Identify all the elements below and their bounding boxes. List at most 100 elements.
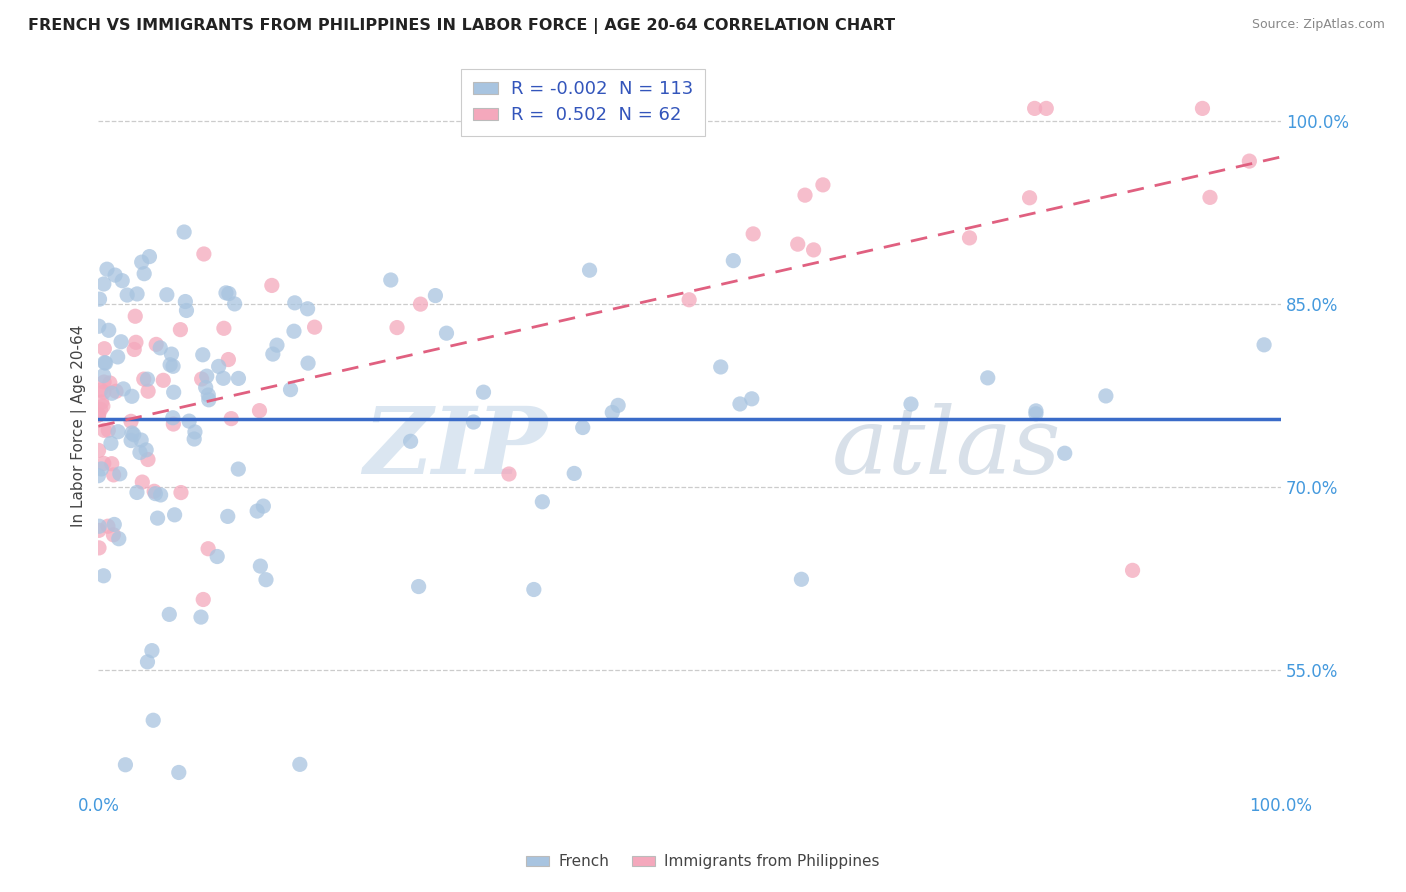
Point bbox=[193, 592, 215, 607]
Point bbox=[228, 371, 250, 385]
Point bbox=[163, 385, 186, 400]
Point bbox=[138, 250, 160, 264]
Point bbox=[160, 347, 183, 361]
Point bbox=[297, 356, 319, 370]
Point bbox=[190, 372, 212, 386]
Point bbox=[87, 524, 110, 538]
Point bbox=[120, 434, 142, 448]
Point bbox=[1025, 407, 1047, 421]
Point bbox=[425, 288, 447, 302]
Legend: R = -0.002  N = 113, R =  0.502  N = 62: R = -0.002 N = 113, R = 0.502 N = 62 bbox=[461, 69, 704, 136]
Point bbox=[408, 580, 430, 594]
Point bbox=[104, 268, 127, 282]
Point bbox=[143, 484, 166, 499]
Point bbox=[217, 509, 239, 524]
Point bbox=[97, 323, 120, 337]
Text: FRENCH VS IMMIGRANTS FROM PHILIPPINES IN LABOR FORCE | AGE 20-64 CORRELATION CHA: FRENCH VS IMMIGRANTS FROM PHILIPPINES IN… bbox=[28, 18, 896, 34]
Point bbox=[463, 415, 485, 429]
Point bbox=[105, 384, 128, 399]
Point bbox=[176, 303, 198, 318]
Point bbox=[399, 434, 422, 449]
Point bbox=[977, 371, 1000, 385]
Point bbox=[266, 338, 288, 352]
Point bbox=[900, 397, 922, 411]
Point bbox=[385, 320, 408, 334]
Point bbox=[224, 297, 246, 311]
Point bbox=[131, 255, 153, 269]
Point bbox=[179, 414, 201, 428]
Point bbox=[288, 757, 311, 772]
Point bbox=[125, 287, 148, 301]
Point bbox=[125, 485, 148, 500]
Text: atlas: atlas bbox=[831, 402, 1062, 492]
Point bbox=[129, 445, 152, 459]
Point bbox=[152, 373, 174, 387]
Point bbox=[121, 389, 143, 403]
Point bbox=[252, 499, 274, 513]
Point bbox=[149, 341, 172, 355]
Point bbox=[304, 320, 326, 334]
Point bbox=[262, 347, 284, 361]
Point bbox=[121, 425, 143, 440]
Point bbox=[217, 352, 239, 367]
Point bbox=[129, 433, 152, 447]
Point bbox=[212, 371, 235, 385]
Point bbox=[125, 335, 148, 350]
Point bbox=[87, 541, 110, 555]
Point bbox=[107, 425, 129, 439]
Point bbox=[523, 582, 546, 597]
Point bbox=[219, 411, 242, 425]
Point bbox=[173, 225, 195, 239]
Point bbox=[122, 427, 145, 442]
Point bbox=[246, 504, 269, 518]
Point bbox=[93, 568, 115, 582]
Point bbox=[190, 610, 212, 624]
Point bbox=[141, 643, 163, 657]
Point bbox=[197, 541, 219, 556]
Point bbox=[132, 372, 155, 386]
Point bbox=[94, 356, 117, 370]
Point bbox=[87, 408, 110, 422]
Point bbox=[131, 475, 153, 489]
Point bbox=[142, 713, 165, 727]
Point bbox=[87, 468, 110, 483]
Point bbox=[136, 655, 159, 669]
Point bbox=[197, 388, 219, 402]
Point bbox=[678, 293, 700, 307]
Point bbox=[380, 273, 402, 287]
Point bbox=[98, 376, 121, 390]
Point bbox=[91, 399, 114, 413]
Text: ZIP: ZIP bbox=[364, 402, 548, 492]
Point bbox=[218, 286, 240, 301]
Y-axis label: In Labor Force | Age 20-64: In Labor Force | Age 20-64 bbox=[72, 325, 87, 527]
Point bbox=[183, 432, 205, 446]
Point bbox=[162, 417, 184, 431]
Point bbox=[249, 403, 271, 417]
Point bbox=[108, 467, 131, 481]
Point bbox=[260, 278, 283, 293]
Point bbox=[193, 247, 215, 261]
Point bbox=[149, 488, 172, 502]
Point bbox=[208, 359, 231, 374]
Point bbox=[1239, 154, 1261, 169]
Point bbox=[283, 324, 305, 338]
Point bbox=[145, 486, 167, 500]
Point bbox=[226, 462, 249, 476]
Point bbox=[135, 442, 157, 457]
Point bbox=[742, 227, 765, 241]
Point bbox=[93, 423, 115, 437]
Point bbox=[90, 395, 112, 409]
Point bbox=[194, 380, 217, 394]
Point bbox=[97, 519, 120, 533]
Point bbox=[249, 559, 271, 574]
Point bbox=[1191, 102, 1213, 116]
Point bbox=[212, 321, 235, 335]
Point bbox=[107, 532, 129, 546]
Point bbox=[811, 178, 834, 192]
Point bbox=[184, 425, 207, 439]
Point bbox=[284, 296, 307, 310]
Text: Source: ZipAtlas.com: Source: ZipAtlas.com bbox=[1251, 18, 1385, 31]
Legend: French, Immigrants from Philippines: French, Immigrants from Philippines bbox=[520, 848, 886, 875]
Point bbox=[578, 263, 600, 277]
Point bbox=[498, 467, 520, 481]
